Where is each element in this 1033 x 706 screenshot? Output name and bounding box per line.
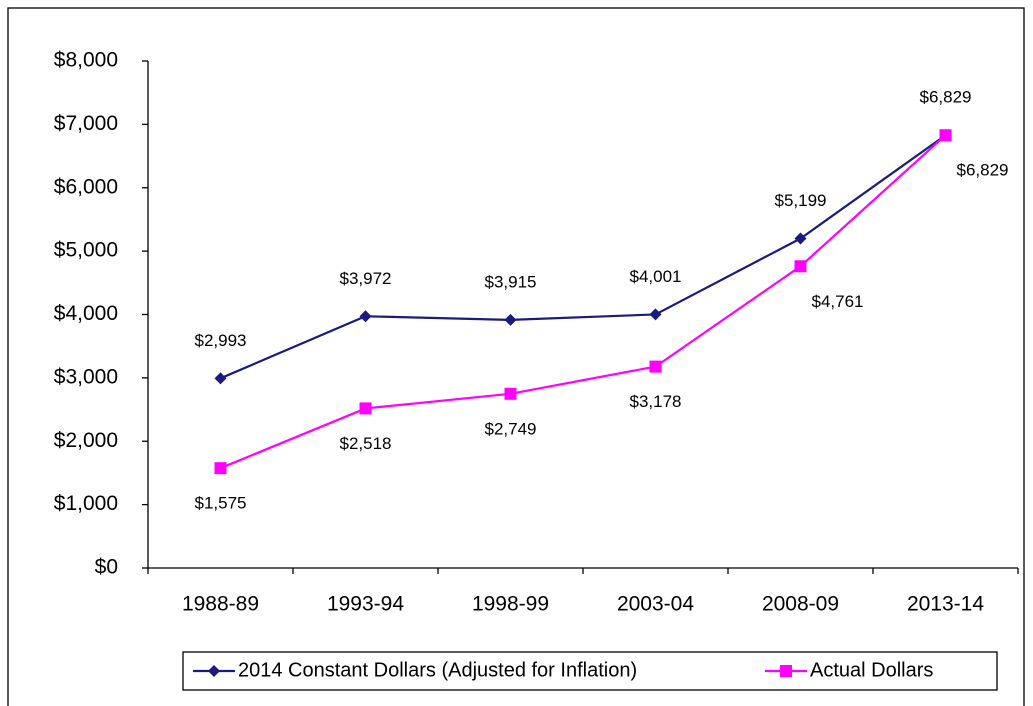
point: [780, 665, 792, 677]
data-label: $3,972: [340, 269, 392, 288]
series-line: [220, 134, 947, 470]
point: [504, 313, 517, 326]
data-label: $3,178: [630, 392, 682, 411]
legend-label: Actual Dollars: [810, 659, 933, 681]
y-tick-label: $4,000: [54, 302, 118, 325]
point: [794, 260, 807, 273]
data-label: $6,829: [920, 88, 972, 107]
data-label: $4,761: [812, 292, 864, 311]
x-tick-label: 1998-99: [472, 593, 549, 616]
x-tick-label: 2013-14: [907, 593, 984, 616]
point: [359, 402, 372, 415]
y-tick-label: $0: [95, 556, 118, 579]
point: [794, 232, 807, 245]
point: [214, 372, 227, 385]
point: [649, 360, 662, 373]
data-label: $4,001: [630, 267, 682, 286]
data-label: $2,993: [195, 331, 247, 350]
data-label: $5,199: [775, 191, 827, 210]
series-line: [220, 134, 947, 380]
point: [208, 665, 220, 677]
y-tick-label: $8,000: [54, 49, 118, 72]
y-tick-label: $3,000: [54, 365, 118, 388]
x-tick-label: 1988-89: [182, 593, 259, 616]
y-tick-label: $2,000: [54, 429, 118, 452]
x-tick-label: 2003-04: [617, 593, 694, 616]
y-tick-label: $7,000: [54, 112, 118, 135]
data-label: $6,829: [957, 161, 1009, 180]
chart-border: [7, 7, 1025, 706]
data-label: $3,915: [485, 272, 537, 291]
data-label: $2,749: [485, 419, 537, 438]
point: [214, 462, 227, 475]
y-tick-label: $1,000: [54, 492, 118, 515]
point: [939, 129, 952, 142]
legend-label: 2014 Constant Dollars (Adjusted for Infl…: [238, 659, 637, 681]
legend-box: [182, 651, 998, 691]
point: [504, 387, 517, 400]
point: [649, 308, 662, 321]
x-tick-label: 2008-09: [762, 593, 839, 616]
data-label: $1,575: [195, 494, 247, 513]
point: [359, 310, 372, 323]
y-tick-label: $6,000: [54, 175, 118, 198]
data-label: $2,518: [340, 434, 392, 453]
y-tick-label: $5,000: [54, 239, 118, 262]
x-tick-label: 1993-94: [327, 593, 404, 616]
